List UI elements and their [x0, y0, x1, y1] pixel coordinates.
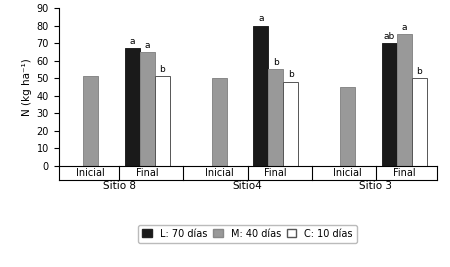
Bar [268, 69, 283, 166]
Text: a: a [130, 37, 135, 46]
Bar [397, 34, 412, 166]
Text: ab: ab [383, 32, 395, 41]
Y-axis label: N (kg ha⁻¹): N (kg ha⁻¹) [22, 58, 32, 116]
Bar [83, 76, 98, 166]
Text: b: b [159, 65, 165, 74]
Bar [382, 43, 397, 166]
Bar [212, 78, 227, 166]
Text: b: b [288, 70, 293, 79]
Text: b: b [416, 67, 422, 76]
Bar [155, 76, 170, 166]
Text: Sitio4: Sitio4 [233, 181, 262, 191]
Text: a: a [401, 23, 407, 32]
Text: b: b [273, 58, 279, 67]
Bar [283, 81, 298, 166]
Text: Sitio 3: Sitio 3 [360, 181, 392, 191]
Bar [340, 87, 355, 166]
Bar [140, 52, 155, 166]
Bar [125, 48, 140, 166]
Text: a: a [144, 41, 150, 50]
Bar [253, 26, 268, 166]
Bar [412, 78, 427, 166]
Text: a: a [258, 14, 264, 23]
Text: Sitio 8: Sitio 8 [103, 181, 135, 191]
Legend: L: 70 días, M: 40 días, C: 10 días: L: 70 días, M: 40 días, C: 10 días [139, 225, 356, 243]
